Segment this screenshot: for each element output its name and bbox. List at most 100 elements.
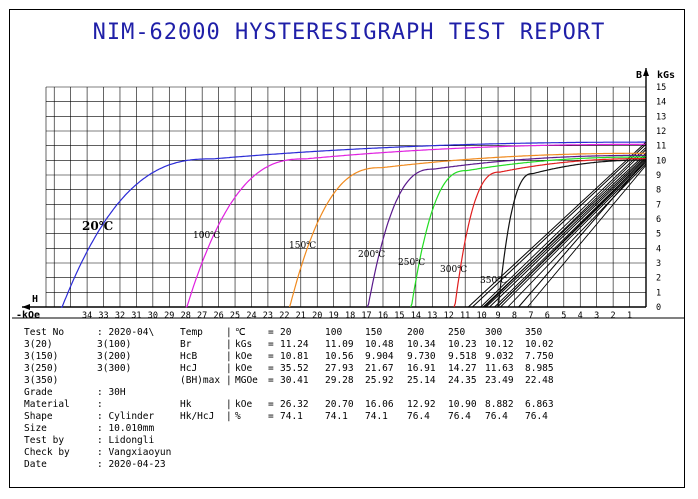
y-tick-label: 14 xyxy=(656,98,666,108)
y-tick-label: 12 xyxy=(656,127,666,137)
info-label: Test No xyxy=(24,327,65,338)
y-axis-unit: kGs xyxy=(657,70,675,81)
table-sep: | xyxy=(226,327,232,338)
y-tick-label: 5 xyxy=(656,230,661,240)
info-label: Check by xyxy=(24,447,70,458)
table-cell: 250 xyxy=(448,327,466,338)
table-cell: 10.12 xyxy=(485,339,514,350)
x-tick-label: 2 xyxy=(611,311,616,321)
x-axis-letter: H xyxy=(32,294,38,305)
table-sep: | xyxy=(226,339,232,350)
table-cell: 10.81 xyxy=(280,351,309,362)
y-tick-label: 7 xyxy=(656,200,661,210)
table-param: Hk/HcJ xyxy=(180,411,215,422)
info-label: 3(20) xyxy=(24,339,53,350)
x-tick-label: 34 xyxy=(82,311,92,321)
intrinsic-curve-3 xyxy=(366,154,646,308)
x-tick-label: 5 xyxy=(561,311,566,321)
table-cell: 8.882 xyxy=(485,399,514,410)
curve-label-4: 250℃ xyxy=(398,258,425,268)
info-value: : 30H xyxy=(97,387,126,398)
table-cell: 22.48 xyxy=(525,375,554,386)
x-tick-label: 21 xyxy=(296,311,306,321)
table-cell: 30.41 xyxy=(280,375,309,386)
x-tick-label: 23 xyxy=(263,311,273,321)
table-sep: | xyxy=(226,363,232,374)
table-param: HcJ xyxy=(180,363,198,374)
table-param: Br xyxy=(180,339,192,350)
table-cell: 74.1 xyxy=(325,411,348,422)
y-tick-label: 2 xyxy=(656,274,661,284)
info-value: : xyxy=(97,399,103,410)
table-unit: kGs xyxy=(235,339,253,350)
info-label: Date xyxy=(24,459,47,470)
table-cell: 9.904 xyxy=(365,351,394,362)
y-tick-label: 9 xyxy=(656,171,661,181)
y-tick-label: 10 xyxy=(656,156,666,166)
curve-label-2: 150℃ xyxy=(289,241,316,251)
table-unit: kOe xyxy=(235,351,253,362)
x-tick-label: 4 xyxy=(578,311,583,321)
intrinsic-curve-1 xyxy=(185,143,646,308)
table-cell: 25.14 xyxy=(407,375,436,386)
normal-curve-return-4 xyxy=(500,161,647,308)
x-tick-label: 20 xyxy=(312,311,322,321)
x-tick-label: 6 xyxy=(545,311,550,321)
table-cell: 23.49 xyxy=(485,375,514,386)
table-cell: 11.24 xyxy=(280,339,309,350)
intrinsic-curve-2 xyxy=(289,152,646,308)
info-label: Test by xyxy=(24,435,65,446)
table-eq: = xyxy=(268,339,274,350)
table-cell: 9.518 xyxy=(448,351,477,362)
normal-curve-return-5 xyxy=(507,163,647,308)
table-sep: | xyxy=(226,351,232,362)
table-eq: = xyxy=(268,327,274,338)
table-cell: 21.67 xyxy=(365,363,394,374)
intrinsic-curve-6 xyxy=(496,159,646,308)
table-param: Hk xyxy=(180,399,192,410)
x-tick-label: 14 xyxy=(411,311,421,321)
table-cell: 150 xyxy=(365,327,383,338)
x-tick-label: 28 xyxy=(181,311,191,321)
x-tick-label: 33 xyxy=(98,311,108,321)
x-tick-label: 16 xyxy=(378,311,388,321)
chart-curves xyxy=(60,141,647,308)
info-values: : 2020-04\ 3(100) 3(200) 3(300): 30H:: Cyli… xyxy=(97,327,171,471)
info-value: 3(200) xyxy=(97,351,132,362)
y-tick-label: 3 xyxy=(656,259,661,269)
table-unit: ℃ xyxy=(235,327,246,338)
table-cell: 76.4 xyxy=(525,411,548,422)
curve-label-6: 350℃ xyxy=(480,276,507,286)
table-param: (BH)max xyxy=(180,375,221,386)
table-eq: = xyxy=(268,351,274,362)
normal-curve-return-6 xyxy=(527,164,647,308)
info-value: : 2020-04\ xyxy=(97,327,155,338)
table-eq: = xyxy=(268,363,274,374)
y-tick-label: 6 xyxy=(656,215,661,225)
info-label: Material xyxy=(24,399,70,410)
x-tick-label: 24 xyxy=(246,311,256,321)
table-cell: 74.1 xyxy=(280,411,303,422)
y-tick-label: 11 xyxy=(656,142,666,152)
table-cell: 9.032 xyxy=(485,351,514,362)
chart-tick-labels: 34 33 32 31 30 29 28 27 26 25 24 23 22 21 20 19 18 17 16 15… xyxy=(16,70,675,321)
chart-grid xyxy=(45,86,647,308)
table-cell: 16.06 xyxy=(365,399,394,410)
curve-label-5: 300℃ xyxy=(440,265,467,275)
table-cell: 7.750 xyxy=(525,351,554,362)
x-tick-label: 29 xyxy=(164,311,174,321)
table-eq: = xyxy=(268,411,274,422)
normal-curve-6 xyxy=(518,159,647,308)
x-tick-label: 19 xyxy=(329,311,339,321)
table-cell: 25.92 xyxy=(365,375,394,386)
x-tick-label: 13 xyxy=(427,311,437,321)
normal-curve-3 xyxy=(485,154,647,308)
table-cell: 10.56 xyxy=(325,351,354,362)
table-cell: 8.985 xyxy=(525,363,554,374)
table-param: Temp xyxy=(180,327,203,338)
y-tick-label: 13 xyxy=(656,112,666,122)
table-cell: 10.23 xyxy=(448,339,477,350)
table-cell: 76.4 xyxy=(407,411,430,422)
table-cell: 10.02 xyxy=(525,339,554,350)
